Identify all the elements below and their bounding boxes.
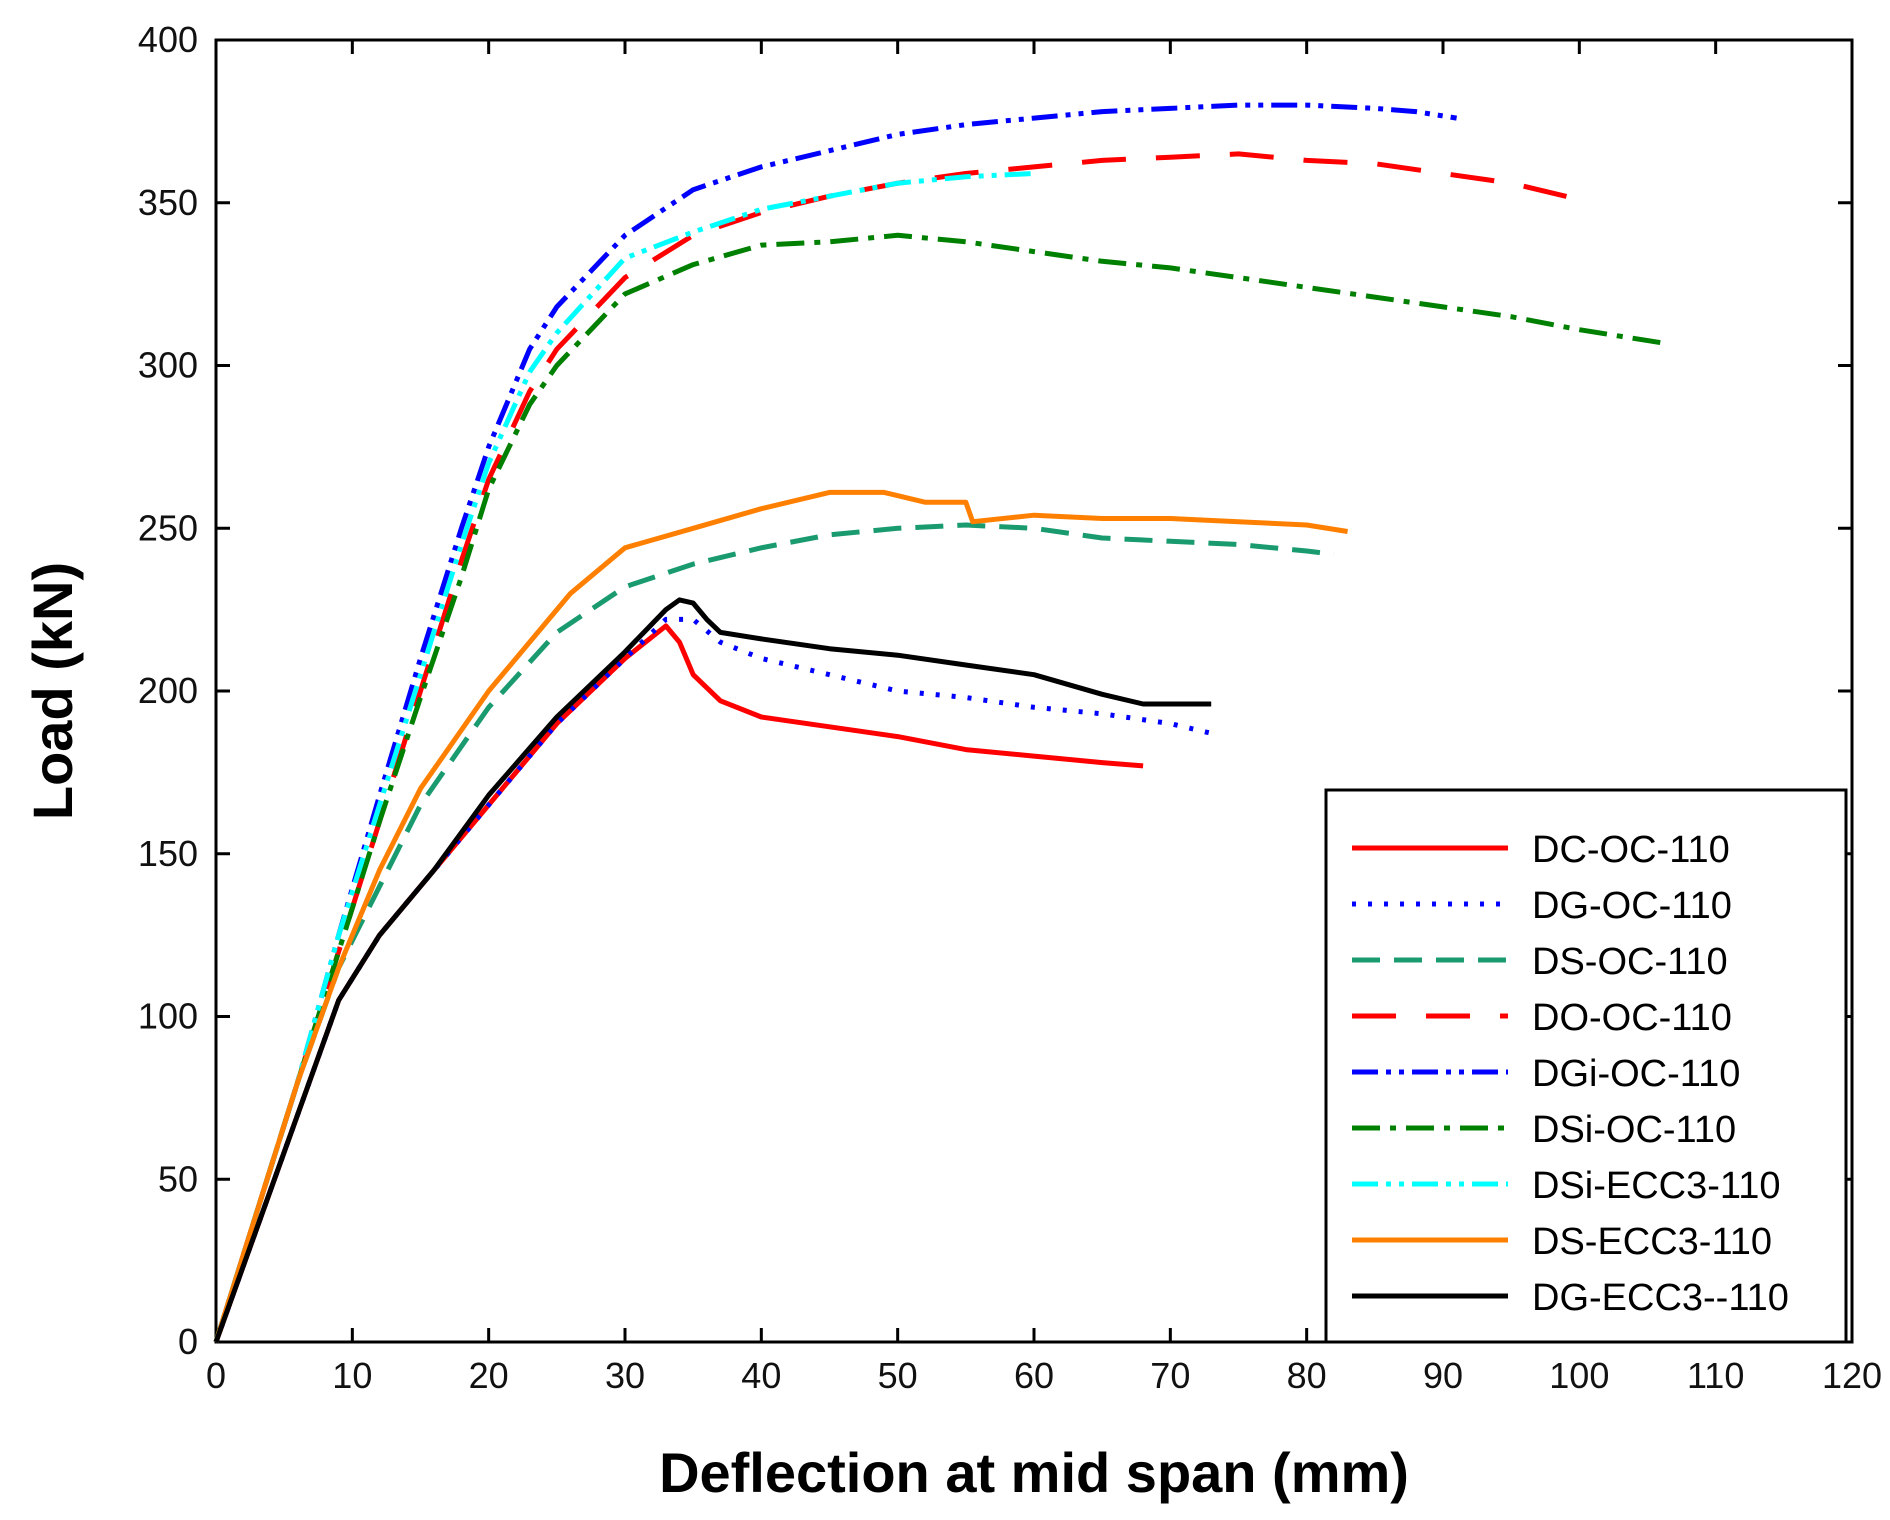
x-tick-label: 40 — [741, 1355, 781, 1396]
legend-box — [1324, 788, 1848, 1344]
x-tick-label: 30 — [605, 1355, 645, 1396]
legend-label: DG-OC-110 — [1532, 885, 1732, 927]
y-tick-label: 50 — [158, 1158, 198, 1199]
legend-label: DSi-OC-110 — [1532, 1109, 1736, 1151]
y-tick-label: 0 — [178, 1321, 198, 1362]
series-line-dg-oc-110 — [213, 616, 1212, 1343]
legend-label: DO-OC-110 — [1532, 997, 1732, 1039]
x-tick-label: 120 — [1822, 1355, 1882, 1396]
legend-entries: DC-OC-110 DG-OC-110 DS-OC-110 DO-OC-110 DGi-… — [1352, 829, 1789, 1319]
x-tick-label: 0 — [206, 1355, 226, 1396]
legend-label: DC-OC-110 — [1532, 829, 1730, 871]
y-tick-label: 350 — [138, 182, 198, 223]
y-tick-label: 200 — [138, 670, 198, 711]
x-ticks: 0 10 20 30 40 50 60 70 80 90 100 110 120 — [206, 40, 1882, 1396]
y-tick-label: 300 — [138, 345, 198, 386]
x-tick-label: 50 — [878, 1355, 918, 1396]
legend-label: DS-ECC3-110 — [1532, 1221, 1772, 1263]
y-tick-label: 150 — [138, 833, 198, 874]
legend: DC-OC-110 DG-OC-110 DS-OC-110 DO-OC-110 DGi-… — [1324, 788, 1848, 1344]
series-line-dgi-oc-110 — [213, 102, 1457, 1343]
series-line-ds-ecc3-110 — [213, 489, 1348, 1343]
y-tick-label: 400 — [138, 19, 198, 60]
y-ticks: 0 50 100 150 200 250 300 350 400 — [138, 19, 1852, 1362]
series-line-dc-oc-110 — [213, 623, 1144, 1343]
x-tick-label: 20 — [469, 1355, 509, 1396]
x-tick-label: 110 — [1687, 1355, 1744, 1396]
series-line-dg-ecc3-110 — [213, 597, 1212, 1343]
x-tick-label: 90 — [1423, 1355, 1463, 1396]
x-axis-title: Deflection at mid span (mm) — [659, 1441, 1409, 1504]
y-tick-label: 250 — [138, 507, 198, 548]
y-tick-label: 100 — [138, 996, 198, 1037]
series-line-dsi-oc-110 — [213, 232, 1662, 1343]
x-tick-label: 70 — [1150, 1355, 1190, 1396]
x-tick-label: 60 — [1014, 1355, 1054, 1396]
legend-label: DSi-ECC3-110 — [1532, 1165, 1780, 1207]
legend-label: DS-OC-110 — [1532, 941, 1728, 983]
legend-label: DGi-OC-110 — [1532, 1053, 1740, 1095]
y-axis-title: Load (kN) — [21, 562, 84, 820]
series-line-ds-oc-110 — [213, 522, 1335, 1343]
x-tick-label: 80 — [1287, 1355, 1327, 1396]
series-layer — [213, 102, 1662, 1343]
x-tick-label: 10 — [332, 1355, 372, 1396]
series-line-dsi-ecc3-110 — [213, 171, 1035, 1343]
x-tick-label: 100 — [1549, 1355, 1609, 1396]
legend-label: DG-ECC3--110 — [1532, 1277, 1789, 1319]
